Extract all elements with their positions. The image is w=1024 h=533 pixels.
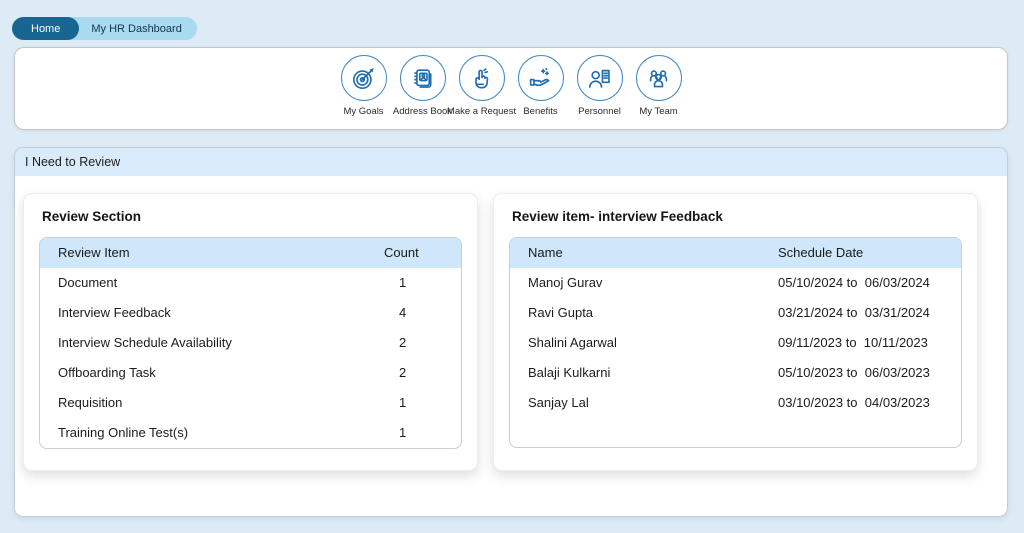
name-cell: Ravi Gupta: [528, 298, 778, 328]
column-header-schedule-date: Schedule Date: [778, 238, 943, 268]
quick-link-label: Make a Request: [447, 106, 516, 117]
table-row: Requisition 1: [40, 388, 461, 418]
count-cell: 4: [384, 298, 443, 328]
schedule-date-cell: 03/10/2023 to 04/03/2023: [778, 388, 943, 418]
raised-hand-icon: [459, 55, 505, 101]
people-group-icon: [636, 55, 682, 101]
quick-link-make-a-request[interactable]: Make a Request: [452, 55, 511, 117]
review-section-rows: Document 1 Interview Feedback 4 Intervie…: [40, 268, 461, 448]
review-band-title: I Need to Review: [25, 155, 120, 169]
breadcrumb-tabs: Home My HR Dashboard: [12, 17, 197, 40]
table-row: Manoj Gurav 05/10/2024 to 06/03/2024: [510, 268, 961, 298]
quick-link-label: Benefits: [523, 106, 557, 117]
quick-link-label: My Goals: [343, 106, 383, 117]
count-cell: 1: [384, 268, 443, 298]
name-cell: Sanjay Lal: [528, 388, 778, 418]
person-document-icon: [577, 55, 623, 101]
table-row: Shalini Agarwal 09/11/2023 to 10/11/2023: [510, 328, 961, 358]
review-detail-card: Review item- interview Feedback Name Sch…: [493, 193, 978, 471]
column-header-count: Count: [384, 238, 443, 268]
review-item-cell: Requisition: [58, 388, 384, 418]
quick-link-benefits[interactable]: Benefits: [511, 55, 570, 117]
name-cell: Balaji Kulkarni: [528, 358, 778, 388]
target-goals-icon: [341, 55, 387, 101]
count-cell: 2: [384, 328, 443, 358]
review-section-title: Review Section: [24, 194, 477, 224]
review-section-card: Review Section Review Item Count Documen…: [23, 193, 478, 471]
schedule-date-cell: 05/10/2024 to 06/03/2024: [778, 268, 943, 298]
table-row: Balaji Kulkarni 05/10/2023 to 06/03/2023: [510, 358, 961, 388]
quick-link-my-goals[interactable]: My Goals: [334, 55, 393, 117]
review-item-cell: Interview Feedback: [58, 298, 384, 328]
count-cell: 1: [384, 388, 443, 418]
review-item-cell: Document: [58, 268, 384, 298]
count-cell: 1: [384, 418, 443, 448]
quick-link-label: My Team: [639, 106, 677, 117]
quick-links-card: My Goals Address Book Make a Request: [14, 47, 1008, 130]
review-item-cell: Training Online Test(s): [58, 418, 384, 448]
i-need-to-review-panel: I Need to Review Review Section Review I…: [14, 147, 1008, 517]
table-header-row: Review Item Count: [40, 238, 461, 268]
count-cell: 2: [384, 358, 443, 388]
review-detail-rows: Manoj Gurav 05/10/2024 to 06/03/2024 Rav…: [510, 268, 961, 418]
table-row: Ravi Gupta 03/21/2024 to 03/31/2024: [510, 298, 961, 328]
name-cell: Manoj Gurav: [528, 268, 778, 298]
table-row: Interview Schedule Availability 2: [40, 328, 461, 358]
quick-link-label: Address Book: [393, 106, 452, 117]
column-header-review-item: Review Item: [58, 238, 384, 268]
giving-hand-icon: [518, 55, 564, 101]
table-row: Interview Feedback 4: [40, 298, 461, 328]
review-detail-title: Review item- interview Feedback: [494, 194, 977, 224]
quick-link-address-book[interactable]: Address Book: [393, 55, 452, 117]
schedule-date-cell: 09/11/2023 to 10/11/2023: [778, 328, 943, 358]
review-band-header: I Need to Review: [15, 148, 1007, 176]
name-cell: Shalini Agarwal: [528, 328, 778, 358]
quick-link-personnel[interactable]: Personnel: [570, 55, 629, 117]
quick-link-label: Personnel: [578, 106, 621, 117]
review-section-table: Review Item Count Document 1 Interview F…: [39, 237, 462, 449]
address-book-icon: [400, 55, 446, 101]
table-row: Training Online Test(s) 1: [40, 418, 461, 448]
table-row: Offboarding Task 2: [40, 358, 461, 388]
review-item-cell: Offboarding Task: [58, 358, 384, 388]
table-row: Sanjay Lal 03/10/2023 to 04/03/2023: [510, 388, 961, 418]
table-header-row: Name Schedule Date: [510, 238, 961, 268]
column-header-name: Name: [528, 238, 778, 268]
schedule-date-cell: 05/10/2023 to 06/03/2023: [778, 358, 943, 388]
tab-home[interactable]: Home: [12, 17, 79, 40]
quick-link-my-team[interactable]: My Team: [629, 55, 688, 117]
review-item-cell: Interview Schedule Availability: [58, 328, 384, 358]
table-row: Document 1: [40, 268, 461, 298]
review-detail-table: Name Schedule Date Manoj Gurav 05/10/202…: [509, 237, 962, 448]
schedule-date-cell: 03/21/2024 to 03/31/2024: [778, 298, 943, 328]
